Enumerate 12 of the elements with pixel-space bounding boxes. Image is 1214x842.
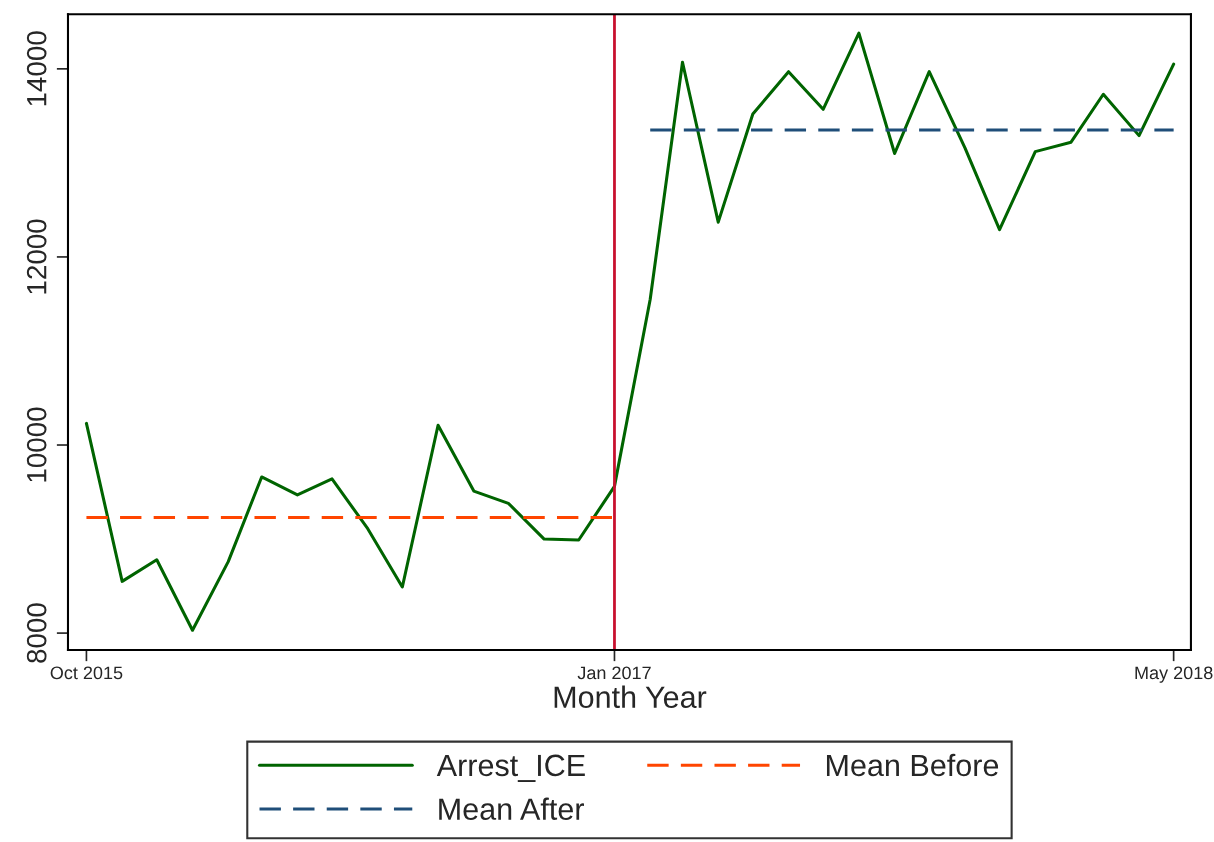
x-tick-label: Oct 2015 (50, 666, 123, 680)
legend-label: Arrest_ICE (436, 754, 585, 783)
y-tick-label: 8000 (26, 603, 47, 663)
x-axis-title: Month Year (554, 685, 707, 709)
y-tick-label: 14000 (26, 31, 47, 106)
line-series (84, 31, 1176, 632)
legend-label: Mean Before (826, 753, 999, 777)
x-tick-label: Jan 2017 (577, 666, 651, 680)
legend-label: Mean After (439, 797, 584, 821)
x-tick-label: May 2018 (1135, 666, 1213, 683)
y-tick-label: 12000 (26, 219, 47, 294)
y-tick-label: 10000 (26, 407, 47, 482)
